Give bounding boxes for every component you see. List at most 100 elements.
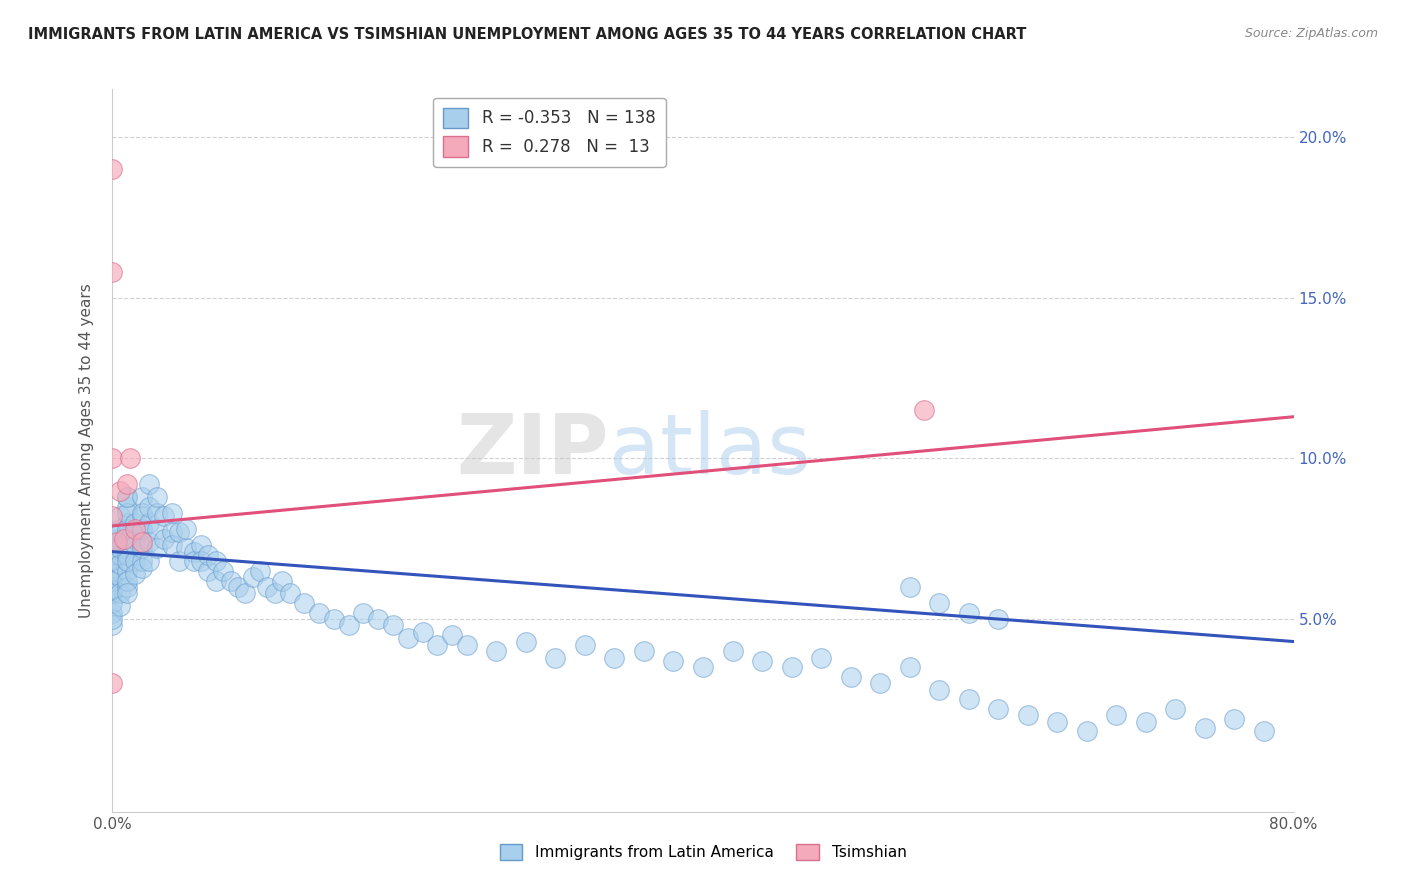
Point [174,522,197,536]
Point [108,509,131,524]
Point [987,612,1010,626]
Point [108,548,131,562]
Point [190,538,212,552]
Point [212,564,235,578]
Point [456,638,478,652]
Point [117,580,138,594]
Point [382,618,405,632]
Point [124,554,146,568]
Point [1135,714,1157,729]
Point [117,528,138,542]
Point [101,574,124,588]
Point [138,477,160,491]
Point [101,265,124,279]
Point [1223,712,1246,726]
Point [441,628,464,642]
Point [117,548,138,562]
Point [117,506,138,520]
Text: Source: ZipAtlas.com: Source: ZipAtlas.com [1244,27,1378,40]
Point [131,554,153,568]
Point [101,567,124,582]
Point [101,560,124,574]
Point [146,506,169,520]
Point [174,541,197,556]
Point [928,682,950,697]
Point [117,586,138,600]
Point [131,506,153,520]
Point [124,516,146,530]
Point [108,599,131,614]
Point [292,596,315,610]
Point [105,535,128,549]
Point [1194,721,1216,735]
Point [515,634,537,648]
Point [117,477,138,491]
Point [633,644,655,658]
Point [160,525,183,540]
Point [124,567,146,582]
Point [101,554,124,568]
Point [108,522,131,536]
Point [233,586,256,600]
Text: ZIP: ZIP [456,410,609,491]
Point [117,490,138,504]
Point [117,541,138,556]
Point [146,541,169,556]
Point [153,532,176,546]
Text: IMMIGRANTS FROM LATIN AMERICA VS TSIMSHIAN UNEMPLOYMENT AMONG AGES 35 TO 44 YEAR: IMMIGRANTS FROM LATIN AMERICA VS TSIMSHI… [28,27,1026,42]
Point [117,574,138,588]
Point [692,660,714,674]
Point [197,564,219,578]
Point [160,506,183,520]
Point [131,490,153,504]
Point [957,692,980,706]
Point [337,618,360,632]
Point [117,500,138,514]
Point [101,509,124,524]
Point [101,548,124,562]
Point [662,654,685,668]
Point [278,586,301,600]
Point [108,483,131,498]
Point [197,548,219,562]
Point [1105,708,1128,723]
Point [101,586,124,600]
Point [108,586,131,600]
Point [138,535,160,549]
Point [146,490,169,504]
Point [101,583,124,598]
Point [1017,708,1039,723]
Point [124,532,146,546]
Point [101,676,124,690]
Point [101,532,124,546]
Point [101,574,124,588]
Point [101,560,124,574]
Point [367,612,389,626]
Point [101,564,124,578]
Point [117,516,138,530]
Point [117,535,138,549]
Point [138,500,160,514]
Point [101,548,124,562]
Legend: Immigrants from Latin America, Tsimshian: Immigrants from Latin America, Tsimshian [494,838,912,866]
Point [1076,724,1098,739]
Point [271,574,294,588]
Point [108,558,131,572]
Point [957,606,980,620]
Point [131,522,153,536]
Point [138,516,160,530]
Point [131,541,153,556]
Point [242,570,264,584]
Point [205,574,228,588]
Point [226,580,249,594]
Point [1046,714,1069,729]
Point [721,644,744,658]
Point [485,644,508,658]
Point [117,490,138,504]
Point [323,612,346,626]
Point [898,660,921,674]
Point [117,522,138,536]
Point [183,544,205,558]
Point [308,606,330,620]
Point [131,535,153,549]
